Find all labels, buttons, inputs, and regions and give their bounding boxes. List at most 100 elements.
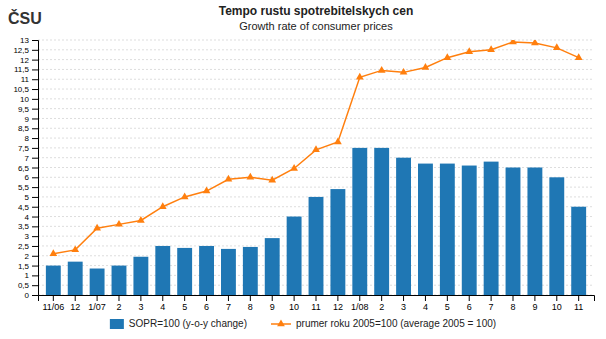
- tick: 11: [574, 295, 583, 312]
- grid-line: [38, 59, 594, 60]
- tick-label: 2: [25, 252, 30, 261]
- axis-line: [32, 41, 39, 296]
- tick-label: 10: [552, 302, 562, 312]
- tick: 11,5: [14, 65, 38, 74]
- tick-mark: [513, 295, 514, 301]
- tick-label: 6: [204, 302, 209, 312]
- plot-area: [46, 40, 586, 295]
- tick: 8: [248, 295, 253, 312]
- marker: [49, 249, 57, 256]
- tick-label: 7: [226, 302, 231, 312]
- bar: [484, 162, 499, 295]
- tick-label: 2: [379, 302, 384, 312]
- bar: [68, 262, 83, 295]
- tick: 2: [379, 295, 384, 312]
- tick-mark: [32, 138, 38, 139]
- tick-mark: [32, 168, 38, 169]
- bar: [374, 148, 389, 295]
- tick-label: 4: [160, 302, 165, 312]
- tick-label: 7: [489, 302, 494, 312]
- tick-mark: [32, 40, 38, 41]
- legend-marker: [277, 320, 285, 327]
- tick-label: 1/08: [351, 302, 369, 312]
- tick: 9: [532, 295, 537, 312]
- tick-mark: [359, 295, 360, 301]
- tick-label: 8,5: [18, 124, 30, 133]
- tick: 7: [226, 295, 231, 312]
- marker: [203, 187, 211, 194]
- tick-mark: [32, 256, 38, 257]
- tick-label: 3: [401, 302, 406, 312]
- tick: 6,5: [18, 164, 38, 173]
- tick-mark: [32, 207, 38, 208]
- tick-mark: [250, 295, 251, 301]
- tick: 1/07: [88, 295, 106, 312]
- tick-label: 9: [25, 115, 30, 124]
- tick: 3,5: [18, 222, 38, 231]
- marker: [465, 47, 473, 54]
- tick-mark: [162, 295, 163, 301]
- tick-label: 11: [21, 75, 30, 84]
- tick-mark: [294, 295, 295, 301]
- marker: [115, 220, 123, 227]
- grid-line: [38, 108, 594, 109]
- tick-mark: [206, 295, 207, 301]
- tick-mark: [556, 295, 557, 301]
- marker: [400, 68, 408, 75]
- legend-label: SOPR=100 (y-o-y change): [129, 318, 247, 329]
- tick-label: 4,5: [18, 203, 30, 212]
- tick: 1: [25, 271, 38, 280]
- marker: [137, 216, 145, 223]
- bar: [330, 189, 345, 295]
- tick-mark: [97, 295, 98, 301]
- bar: [177, 248, 192, 295]
- tick: 2,5: [18, 242, 38, 251]
- legend-item: SOPR=100 (y-o-y change): [110, 318, 247, 329]
- tick-mark: [32, 275, 38, 276]
- tick-mark: [316, 295, 317, 301]
- bar: [90, 269, 105, 295]
- tick: 9: [25, 115, 38, 124]
- axis-line: [39, 296, 595, 302]
- x-axis: 11/06121/07234567891011121/0823456789101…: [39, 295, 595, 312]
- tick-mark: [32, 197, 38, 198]
- tick-label: 0,5: [18, 281, 30, 290]
- tick-mark: [32, 99, 38, 100]
- tick: 5: [445, 295, 450, 312]
- tick: 8,5: [18, 124, 38, 133]
- tick-mark: [32, 128, 38, 129]
- tick: 3: [138, 295, 143, 312]
- tick-label: 4: [423, 302, 428, 312]
- tick: 9: [270, 295, 275, 312]
- y-axis: 00,511,522,533,544,555,566,577,588,599,5…: [13, 36, 38, 300]
- tick-mark: [32, 118, 38, 119]
- tick-label: 11: [574, 302, 583, 312]
- tick-mark: [184, 295, 185, 301]
- tick-label: 12: [333, 302, 343, 312]
- tick-label: 6,5: [18, 164, 30, 173]
- tick: 8: [511, 295, 516, 312]
- marker: [71, 245, 79, 252]
- tick: 10: [289, 295, 299, 312]
- grid-line: [38, 118, 594, 119]
- tick-label: 11: [311, 302, 320, 312]
- marker: [553, 43, 561, 50]
- tick: 6: [204, 295, 209, 312]
- tick-mark: [140, 295, 141, 301]
- tick: 8: [25, 134, 38, 143]
- tick: 6: [467, 295, 472, 312]
- tick-mark: [337, 295, 338, 301]
- marker: [378, 66, 386, 73]
- legend: SOPR=100 (y-o-y change)prumer roku 2005=…: [110, 318, 496, 329]
- marker: [268, 176, 276, 183]
- tick: 2: [116, 295, 121, 312]
- tick-label: 11,5: [14, 65, 30, 74]
- tick-mark: [32, 50, 38, 51]
- tick: 12: [333, 295, 343, 312]
- tick-mark: [425, 295, 426, 301]
- marker: [246, 173, 254, 180]
- tick-mark: [32, 285, 38, 286]
- tick-mark: [578, 295, 579, 301]
- tick-mark: [32, 60, 38, 61]
- tick: 4,5: [18, 203, 38, 212]
